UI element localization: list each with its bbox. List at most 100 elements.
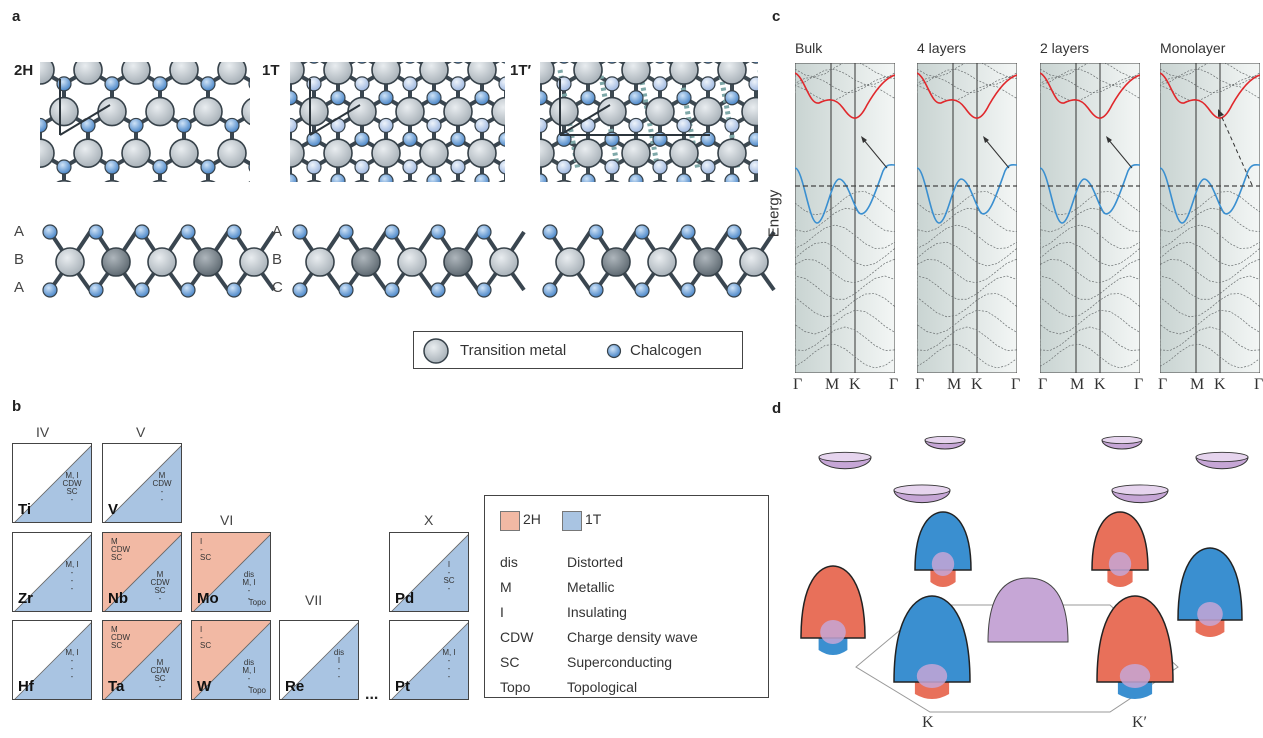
- kpoint-label: M: [947, 376, 962, 393]
- element-cell-pt: M, I - - - Pt: [389, 620, 469, 700]
- kpoint-label: Γ: [793, 376, 803, 393]
- element-symbol: Pd: [395, 590, 415, 607]
- stack-1t-c: C: [272, 279, 283, 296]
- phase-triangles: [104, 445, 181, 522]
- element-symbol: V: [108, 501, 119, 518]
- element-cell-w: I - SC dis M, I - - Topo W: [191, 620, 271, 700]
- element-symbol: Zr: [18, 590, 33, 607]
- band-structure-1: [917, 63, 1017, 373]
- element-cell-nb: M CDW SC M CDW SC - Nb: [102, 532, 182, 612]
- legend-abbr: CDW: [500, 629, 534, 645]
- legend-abbr: M: [500, 579, 512, 595]
- phase-label-1t-prime: 1T′: [510, 62, 532, 79]
- lattice-top-views: [40, 62, 776, 298]
- panel-label-b: b: [12, 398, 22, 415]
- kpoint-label: M: [1070, 376, 1085, 393]
- props-1t: dis I - -: [333, 648, 345, 681]
- band-structure-0: [795, 63, 895, 373]
- props-1t: M CDW SC -: [150, 658, 170, 691]
- phase-triangles: [192, 533, 270, 611]
- grid-ellipsis: ...: [365, 686, 379, 703]
- panel-label-a: a: [12, 8, 21, 25]
- phase-triangles: [391, 622, 468, 699]
- kpoint-label: K: [849, 376, 861, 393]
- legend-desc: Topological: [567, 679, 638, 695]
- kpoint-label: Γ: [1254, 376, 1263, 393]
- legend-transition-metal: Transition metal: [460, 342, 567, 359]
- stack-2h-a: A: [14, 223, 25, 240]
- element-cell-mo: I - SC dis M, I - - Topo Mo: [191, 532, 271, 612]
- phase-triangles: [14, 445, 91, 522]
- phase-triangles: [14, 622, 91, 699]
- kpoint-label: Γ: [1134, 376, 1144, 393]
- element-cell-hf: M, I - - - Hf: [12, 620, 92, 700]
- props-1t: M, I CDW SC -: [62, 471, 82, 504]
- element-symbol: W: [197, 678, 212, 695]
- props-topo: Topo: [248, 686, 266, 695]
- band-column-title: Monolayer: [1160, 40, 1226, 56]
- kpoint-label: Γ: [1158, 376, 1168, 393]
- legend-abbr: dis: [500, 554, 518, 570]
- element-symbol: Mo: [197, 590, 219, 607]
- group-vii: VII: [305, 592, 323, 608]
- phase-legend: 2H 1T dis Distorted M Metallic I Insulating CD…: [484, 495, 769, 698]
- props-1t: I - SC -: [443, 560, 455, 593]
- phase-triangles: [391, 534, 468, 611]
- kpoint-label: Γ: [1011, 376, 1021, 393]
- kpoint-label: M: [825, 376, 840, 393]
- legend-1t-label: 1T: [585, 511, 602, 527]
- stack-2h-b: B: [14, 251, 25, 268]
- phase-triangles: [281, 622, 358, 699]
- props-topo: Topo: [248, 598, 266, 607]
- atom-legend: Transition metal Chalcogen: [413, 331, 743, 369]
- kpoint-label: K: [1094, 376, 1106, 393]
- stack-1t-b: B: [272, 251, 283, 268]
- kpoint-label: K: [971, 376, 983, 393]
- group-iv: IV: [36, 424, 50, 440]
- legend-desc: Insulating: [567, 604, 627, 620]
- element-cell-re: dis I - - Re: [279, 620, 359, 700]
- legend-desc: Metallic: [567, 579, 615, 595]
- props-1t: dis M, I--: [242, 658, 256, 691]
- props-1t: M CDW - -: [152, 471, 172, 504]
- props-2h: I - SC: [200, 537, 212, 562]
- element-cell-ti: M, I CDW SC - Ti: [12, 443, 92, 523]
- element-cell-pd: I - SC - Pd: [389, 532, 469, 612]
- phase-label-1t: 1T: [262, 62, 280, 79]
- chalcogen-icon: [606, 343, 622, 359]
- element-symbol: Hf: [18, 678, 34, 695]
- props-1t: dis M, I--: [242, 570, 256, 603]
- props-1t: M CDW SC -: [150, 570, 170, 603]
- kpoint-label: Γ: [1038, 376, 1048, 393]
- legend-desc: Charge density wave: [567, 629, 698, 645]
- band-structure-2: [1040, 63, 1140, 373]
- props-1t: M, I---: [65, 648, 79, 681]
- legend-desc: Distorted: [567, 554, 624, 570]
- kpoint-label: Γ: [889, 376, 899, 393]
- energy-axis-label: Energy: [765, 189, 783, 238]
- lattice-side-views: [42, 224, 776, 298]
- group-x: X: [424, 512, 434, 528]
- element-symbol: Pt: [395, 678, 410, 695]
- props-2h: M CDW SC: [111, 537, 131, 562]
- legend-abbr: I: [500, 604, 504, 620]
- element-cell-ta: M CDW SC M CDW SC - Ta: [102, 620, 182, 700]
- legend-abbr: Topo: [500, 679, 531, 695]
- props-2h: M CDW SC: [111, 625, 131, 650]
- band-column-title: 4 layers: [917, 40, 967, 56]
- element-symbol: Nb: [108, 590, 128, 607]
- band-column-title: Bulk: [795, 40, 823, 56]
- element-cell-zr: M, I - - - Zr: [12, 532, 92, 612]
- panel-label-d: d: [772, 400, 782, 417]
- transition-metal-icon: [423, 338, 449, 364]
- swatch-1t: [562, 511, 582, 531]
- legend-desc: Superconducting: [567, 654, 673, 670]
- lattice-1t-top: [290, 62, 505, 182]
- stack-2h-a2: A: [14, 279, 25, 296]
- legend-chalcogen: Chalcogen: [630, 342, 702, 359]
- legend-abbr: SC: [500, 654, 520, 670]
- panel-label-c: c: [772, 8, 781, 25]
- element-symbol: Ta: [108, 678, 125, 695]
- phase-triangles: [103, 533, 181, 611]
- legend-2h-label: 2H: [523, 511, 541, 527]
